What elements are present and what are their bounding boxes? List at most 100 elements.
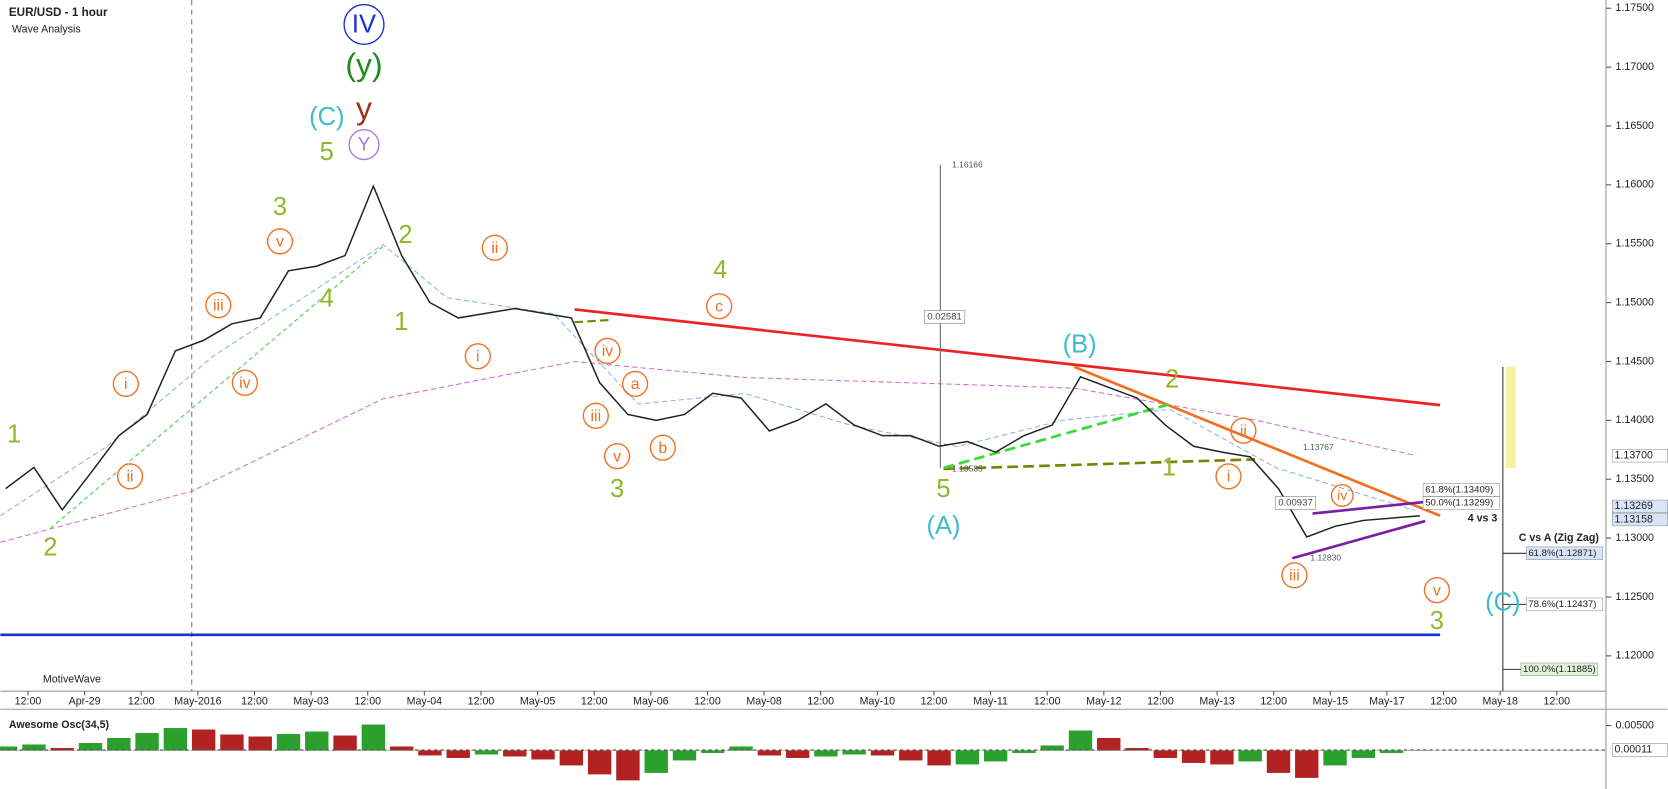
chart-title: EUR/USD - 1 hour <box>9 6 108 19</box>
wave-label: v <box>1433 582 1441 599</box>
osc-bar <box>1238 750 1262 762</box>
channel-line <box>943 402 1171 470</box>
x-tick-label: May-2016 <box>174 696 221 708</box>
wave-label: ii <box>491 240 498 257</box>
y-tick-label: 1.13000 <box>1616 532 1654 544</box>
x-tick-label: 12:00 <box>1147 696 1174 708</box>
x-tick-label: 12:00 <box>1260 696 1287 708</box>
wave-label: 5 <box>320 138 334 166</box>
osc-bar <box>955 750 980 765</box>
osc-bar <box>1012 750 1036 753</box>
x-tick-label: 12:00 <box>241 696 268 708</box>
wave-circle <box>348 128 380 161</box>
osc-bar <box>446 750 470 758</box>
osc-bar <box>616 750 640 781</box>
wave-label: ii <box>1240 423 1247 440</box>
osc-bar <box>418 750 442 756</box>
osc-bar <box>672 750 697 761</box>
osc-bar <box>135 733 159 751</box>
wave-circle <box>594 337 621 365</box>
trend-guide <box>49 244 386 529</box>
wave-circle <box>582 402 609 429</box>
osc-bar <box>1181 750 1206 763</box>
note: 4 vs 3 <box>1468 513 1498 525</box>
fib-label: 50.0%(1.13299) <box>1425 497 1493 508</box>
wave-label: Y <box>358 135 371 156</box>
wave-label: 5 <box>936 475 950 503</box>
osc-bar <box>1125 747 1149 751</box>
wave-label: 4 <box>320 285 334 313</box>
osc-bar <box>248 736 272 751</box>
measure-label: 1.12830 <box>1310 552 1341 562</box>
triangle-line <box>1312 500 1426 515</box>
osc-bar <box>1153 750 1178 758</box>
x-tick-label: May-15 <box>1313 696 1349 708</box>
wave-circle <box>116 463 144 490</box>
osc-bar <box>983 750 1008 762</box>
wave-label: ii <box>127 469 134 486</box>
x-tick-label: Apr-29 <box>69 696 101 708</box>
wave-label: 2 <box>43 533 57 561</box>
note: C vs A (Zig Zag) <box>1519 532 1600 544</box>
oscillator-title: Awesome Osc(34,5) <box>9 719 110 731</box>
osc-bar <box>785 750 810 758</box>
osc-bar <box>163 728 188 751</box>
wave-circle <box>343 3 385 46</box>
wave-label: (C) <box>1485 589 1520 617</box>
osc-bar <box>1379 750 1404 753</box>
fib-box <box>1422 496 1500 510</box>
wave-label: iv <box>239 375 251 392</box>
wave-circle <box>464 343 491 370</box>
osc-bar <box>814 750 838 757</box>
wave-label: iv <box>602 343 614 360</box>
target-zone <box>1506 366 1516 468</box>
osc-bar <box>899 750 923 761</box>
wave-label: i <box>124 376 128 393</box>
osc-bar <box>757 750 782 756</box>
wave-label: (C) <box>309 103 344 131</box>
y-tick-label: 1.12000 <box>1616 650 1654 662</box>
wave-label: i <box>476 349 480 366</box>
resistance-line <box>574 308 1441 407</box>
osc-bar <box>729 746 753 751</box>
osc-bar <box>276 734 301 751</box>
x-tick-label: May-13 <box>1199 696 1235 708</box>
wave-circle <box>622 370 649 397</box>
measure-label: 1.16166 <box>952 160 983 170</box>
x-tick-label: May-03 <box>293 696 329 708</box>
y-tick-label: 1.16000 <box>1616 179 1654 191</box>
y-tick-label: 1.16500 <box>1616 120 1654 132</box>
wave-circle <box>231 369 259 396</box>
x-tick-label: 12:00 <box>807 696 834 708</box>
osc-bar <box>1295 750 1319 778</box>
osc-bar <box>644 750 668 773</box>
channel-line <box>574 319 609 324</box>
measure-diff: 0.02581 <box>927 311 962 322</box>
triangle-line <box>1291 519 1426 560</box>
x-tick-label: 12:00 <box>15 696 42 708</box>
osc-bar <box>503 750 527 757</box>
wave-label: b <box>658 440 667 457</box>
wave-circle <box>266 228 294 255</box>
y-tick-label: 1.13500 <box>1616 473 1654 485</box>
osc-bar <box>305 731 329 751</box>
osc-bar <box>389 746 414 751</box>
wave-label: 4 <box>713 256 727 284</box>
wave-label: 3 <box>1430 607 1444 635</box>
osc-bar <box>870 750 895 756</box>
wave-label: (B) <box>1063 330 1097 358</box>
y-tick-label: 1.14000 <box>1616 414 1654 426</box>
measure-label: 1.13585 <box>952 463 983 473</box>
wave-label: (A) <box>927 512 961 540</box>
y-tick-label: 0.00500 <box>1616 719 1654 731</box>
wave-label: iv <box>1337 487 1347 503</box>
osc-bar <box>0 746 18 751</box>
osc-bar <box>22 744 46 751</box>
wave-circle <box>112 370 139 397</box>
wave-label: 3 <box>273 193 287 221</box>
x-tick-label: May-10 <box>860 696 896 708</box>
moving-average <box>0 243 1415 517</box>
wave-label: 2 <box>1165 365 1179 393</box>
wave-label: 1 <box>7 421 21 449</box>
x-tick-label: 12:00 <box>1034 696 1061 708</box>
